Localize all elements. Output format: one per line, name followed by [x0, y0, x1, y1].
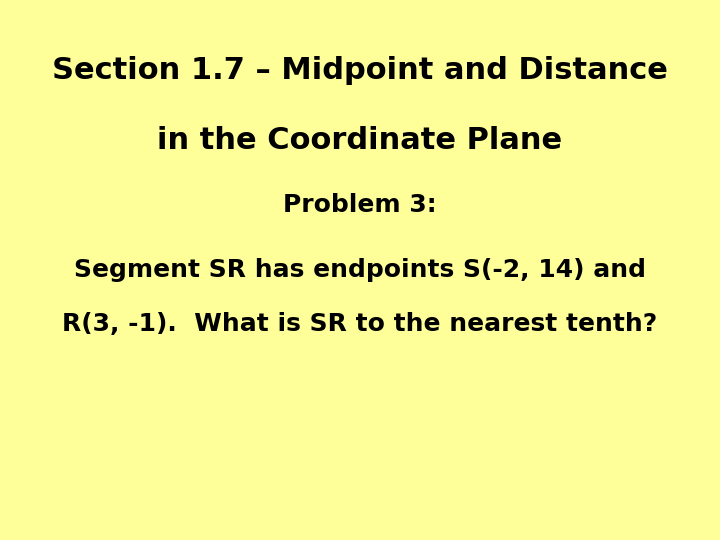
Text: in the Coordinate Plane: in the Coordinate Plane [158, 126, 562, 155]
Text: R(3, -1).  What is SR to the nearest tenth?: R(3, -1). What is SR to the nearest tent… [63, 312, 657, 336]
Text: Section 1.7 – Midpoint and Distance: Section 1.7 – Midpoint and Distance [52, 56, 668, 85]
Text: Segment SR has endpoints S(-2, 14) and: Segment SR has endpoints S(-2, 14) and [74, 258, 646, 282]
Text: Problem 3:: Problem 3: [283, 193, 437, 217]
